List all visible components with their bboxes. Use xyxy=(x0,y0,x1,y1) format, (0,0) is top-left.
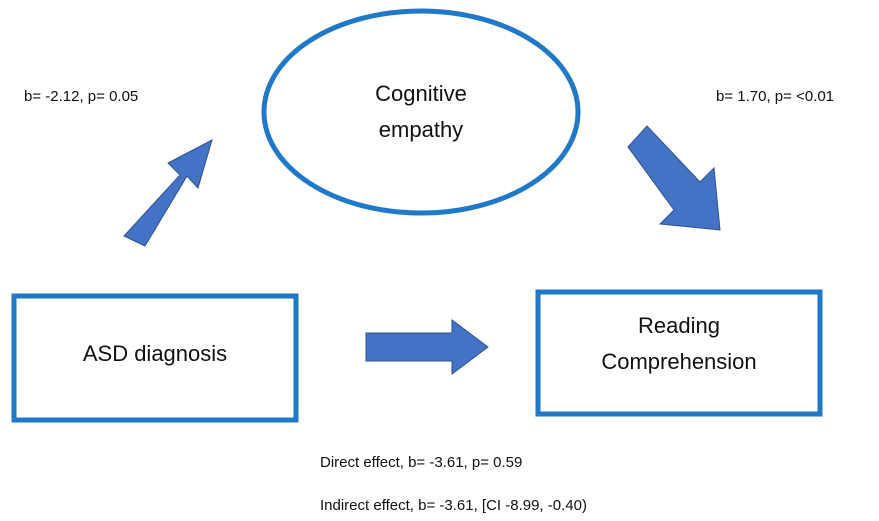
box-node xyxy=(535,289,823,417)
arrow xyxy=(365,319,489,375)
node-label: empathy xyxy=(379,117,463,142)
note: Direct effect, b= -3.61, p= 0.59 xyxy=(320,454,522,471)
ellipse-node xyxy=(261,8,581,216)
edge-label: b= -2.12, p= 0.05 xyxy=(24,88,138,105)
node-label: ASD diagnosis xyxy=(83,341,227,366)
box-node xyxy=(11,293,299,423)
note: Indirect effect, b= -3.61, [CI -8.99, -0… xyxy=(320,497,587,514)
node-label: Comprehension xyxy=(601,349,756,374)
arrow xyxy=(627,125,721,231)
node-label: Reading xyxy=(638,313,720,338)
node-label: Cognitive xyxy=(375,81,467,106)
edge-label: b= 1.70, p= <0.01 xyxy=(716,88,834,105)
arrow xyxy=(123,139,213,247)
